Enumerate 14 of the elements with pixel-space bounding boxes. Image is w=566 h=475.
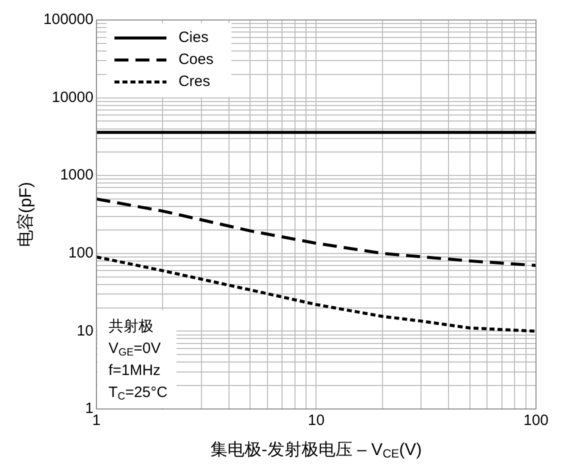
y-tick-label: 10000	[52, 88, 94, 106]
y-tick-label: 100	[68, 244, 94, 262]
legend-label: Coes	[178, 51, 214, 68]
annotation: f=1MHz	[108, 362, 161, 379]
y-tick-label: 10	[76, 322, 94, 340]
y-tick-label: 1	[85, 400, 94, 418]
y-axis-title: 电容(pF)	[16, 182, 35, 248]
y-tick-label: 1000	[60, 166, 94, 184]
x-tick-label: 100	[523, 412, 549, 430]
y-tick-label: 100000	[43, 11, 94, 28]
legend-label: Cies	[178, 29, 208, 46]
legend-label: Cres	[178, 73, 210, 90]
x-tick-label: 10	[308, 412, 325, 430]
annotation: 共射极	[108, 318, 154, 335]
